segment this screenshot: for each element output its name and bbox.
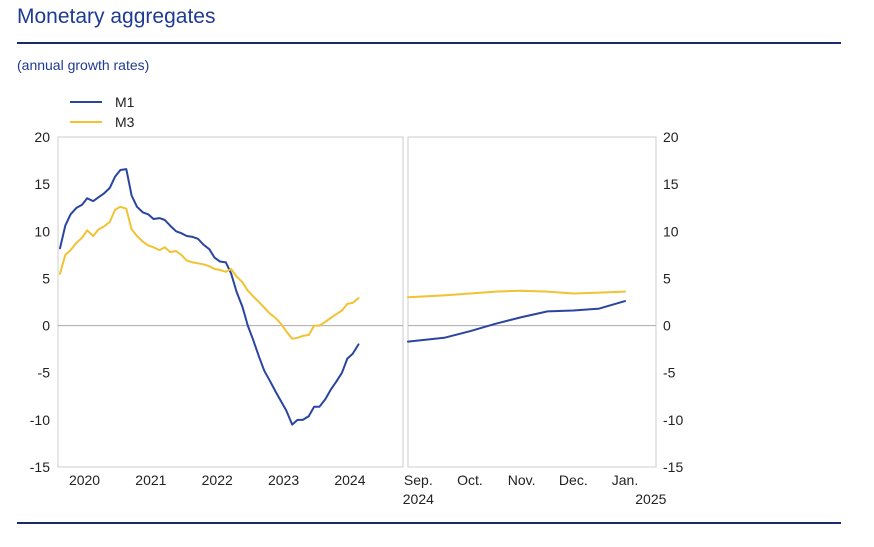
y-tick-label-right: 15	[663, 176, 679, 192]
x-tick-label: 2021	[135, 472, 166, 488]
x-tick-label: Nov.	[508, 472, 536, 488]
legend-label-m1: M1	[115, 94, 135, 110]
y-tick-label-right: 0	[663, 318, 671, 334]
y-tick-label-left: -5	[38, 365, 51, 381]
x-tick-label: 2020	[69, 472, 100, 488]
x-tick-label: Dec.	[559, 472, 588, 488]
header-rule	[17, 42, 841, 44]
footer-rule	[17, 522, 841, 524]
x-tick-label: 2023	[268, 472, 299, 488]
page-title: Monetary aggregates	[17, 5, 216, 28]
y-tick-label-left: 0	[42, 318, 50, 334]
chart-subtitle: (annual growth rates)	[17, 57, 150, 73]
y-tick-label-left: -15	[30, 459, 50, 475]
y-tick-label-left: -10	[30, 412, 50, 428]
series-line-m1-monthly	[407, 300, 626, 343]
y-tick-label-right: 20	[663, 129, 679, 145]
series-line-m3-monthly	[407, 289, 626, 299]
y-tick-label-left: 10	[34, 223, 50, 239]
x-year-label: 2025	[635, 491, 666, 507]
plot-frame-0	[57, 136, 404, 468]
x-tick-label: 2024	[334, 472, 365, 488]
y-tick-label-right: 10	[663, 223, 679, 239]
plot-frame-1	[407, 136, 657, 468]
x-year-label: 2024	[403, 491, 434, 507]
legend-label-m3: M3	[115, 114, 135, 130]
y-tick-label-right: -5	[663, 365, 676, 381]
x-tick-label: Jan.	[612, 472, 638, 488]
y-tick-label-right: -10	[663, 412, 683, 428]
x-tick-label: Oct.	[457, 472, 483, 488]
y-tick-label-left: 5	[42, 270, 50, 286]
y-tick-label-right: -15	[663, 459, 683, 475]
series-line-m3-annual	[59, 205, 360, 340]
y-tick-label-right: 5	[663, 270, 671, 286]
y-tick-label-left: 20	[34, 129, 50, 145]
x-tick-label: 2022	[202, 472, 233, 488]
x-tick-label: Sep.	[404, 472, 433, 488]
y-tick-label-left: 15	[34, 176, 50, 192]
series-line-m1-annual	[59, 168, 360, 426]
